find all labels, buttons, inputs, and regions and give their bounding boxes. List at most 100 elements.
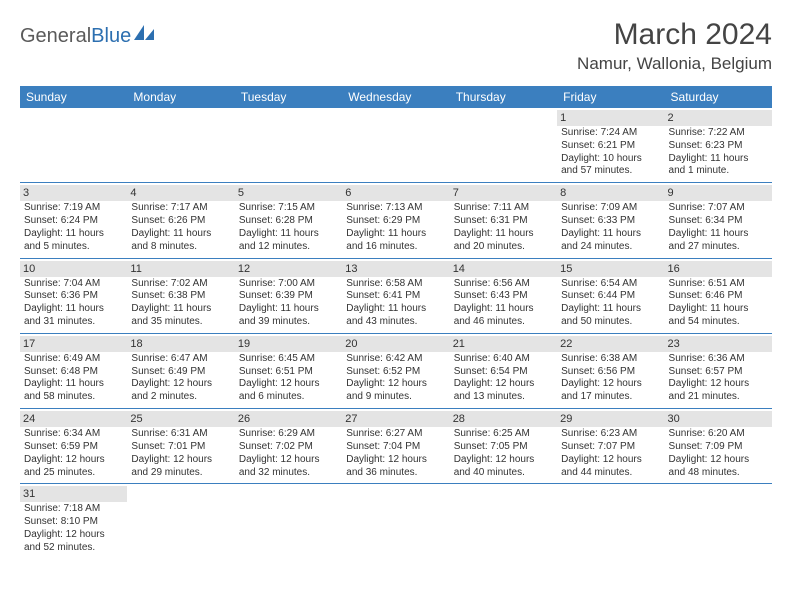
day-dl2: and 31 minutes.: [24, 316, 123, 329]
day-ss: Sunset: 7:02 PM: [239, 441, 338, 454]
day-dl1: Daylight: 11 hours: [24, 378, 123, 391]
day-dl1: Daylight: 10 hours: [561, 153, 660, 166]
day-dl2: and 25 minutes.: [24, 467, 123, 480]
calendar-day-cell: [342, 108, 449, 183]
day-dl2: and 39 minutes.: [239, 316, 338, 329]
calendar-day-cell: [665, 484, 772, 559]
day-ss: Sunset: 6:48 PM: [24, 366, 123, 379]
calendar-day-cell: 29Sunrise: 6:23 AMSunset: 7:07 PMDayligh…: [557, 409, 664, 484]
day-sr: Sunrise: 6:29 AM: [239, 428, 338, 441]
day-dl1: Daylight: 12 hours: [561, 378, 660, 391]
day-ss: Sunset: 6:23 PM: [669, 140, 768, 153]
calendar-day-cell: 24Sunrise: 6:34 AMSunset: 6:59 PMDayligh…: [20, 409, 127, 484]
calendar-day-cell: 9Sunrise: 7:07 AMSunset: 6:34 PMDaylight…: [665, 183, 772, 258]
calendar-day-cell: 2Sunrise: 7:22 AMSunset: 6:23 PMDaylight…: [665, 108, 772, 183]
day-ss: Sunset: 6:54 PM: [454, 366, 553, 379]
day-number: 23: [665, 336, 772, 352]
weekday-header-row: Sunday Monday Tuesday Wednesday Thursday…: [20, 86, 772, 108]
day-dl1: Daylight: 11 hours: [669, 228, 768, 241]
day-dl1: Daylight: 12 hours: [454, 378, 553, 391]
logo-text-blue: Blue: [91, 25, 131, 48]
day-dl2: and 54 minutes.: [669, 316, 768, 329]
day-ss: Sunset: 6:38 PM: [131, 290, 230, 303]
calendar-day-cell: 18Sunrise: 6:47 AMSunset: 6:49 PMDayligh…: [127, 333, 234, 408]
calendar-day-cell: 13Sunrise: 6:58 AMSunset: 6:41 PMDayligh…: [342, 258, 449, 333]
calendar-day-cell: 30Sunrise: 6:20 AMSunset: 7:09 PMDayligh…: [665, 409, 772, 484]
calendar-day-cell: 22Sunrise: 6:38 AMSunset: 6:56 PMDayligh…: [557, 333, 664, 408]
calendar-day-cell: 5Sunrise: 7:15 AMSunset: 6:28 PMDaylight…: [235, 183, 342, 258]
day-dl2: and 32 minutes.: [239, 467, 338, 480]
day-dl1: Daylight: 12 hours: [454, 454, 553, 467]
day-ss: Sunset: 6:51 PM: [239, 366, 338, 379]
day-number: 21: [450, 336, 557, 352]
day-dl1: Daylight: 11 hours: [669, 303, 768, 316]
day-dl1: Daylight: 12 hours: [669, 378, 768, 391]
day-number: 31: [20, 486, 127, 502]
day-sr: Sunrise: 7:04 AM: [24, 278, 123, 291]
day-number: 26: [235, 411, 342, 427]
day-dl1: Daylight: 11 hours: [561, 228, 660, 241]
day-dl1: Daylight: 12 hours: [24, 454, 123, 467]
day-ss: Sunset: 6:31 PM: [454, 215, 553, 228]
day-dl1: Daylight: 11 hours: [24, 228, 123, 241]
calendar-day-cell: 12Sunrise: 7:00 AMSunset: 6:39 PMDayligh…: [235, 258, 342, 333]
day-dl2: and 20 minutes.: [454, 241, 553, 254]
day-dl2: and 12 minutes.: [239, 241, 338, 254]
calendar-week-row: 10Sunrise: 7:04 AMSunset: 6:36 PMDayligh…: [20, 258, 772, 333]
day-sr: Sunrise: 6:51 AM: [669, 278, 768, 291]
calendar-week-row: 3Sunrise: 7:19 AMSunset: 6:24 PMDaylight…: [20, 183, 772, 258]
calendar-day-cell: 23Sunrise: 6:36 AMSunset: 6:57 PMDayligh…: [665, 333, 772, 408]
day-sr: Sunrise: 6:38 AM: [561, 353, 660, 366]
calendar-day-cell: 1Sunrise: 7:24 AMSunset: 6:21 PMDaylight…: [557, 108, 664, 183]
day-ss: Sunset: 7:07 PM: [561, 441, 660, 454]
day-ss: Sunset: 6:33 PM: [561, 215, 660, 228]
day-sr: Sunrise: 7:22 AM: [669, 127, 768, 140]
weekday-header: Tuesday: [235, 86, 342, 108]
day-sr: Sunrise: 6:36 AM: [669, 353, 768, 366]
day-ss: Sunset: 6:41 PM: [346, 290, 445, 303]
day-number: 1: [557, 110, 664, 126]
calendar-day-cell: 20Sunrise: 6:42 AMSunset: 6:52 PMDayligh…: [342, 333, 449, 408]
day-sr: Sunrise: 7:00 AM: [239, 278, 338, 291]
day-sr: Sunrise: 7:02 AM: [131, 278, 230, 291]
day-number: 4: [127, 185, 234, 201]
day-number: 29: [557, 411, 664, 427]
day-number: 24: [20, 411, 127, 427]
day-number: 6: [342, 185, 449, 201]
day-ss: Sunset: 6:26 PM: [131, 215, 230, 228]
calendar-day-cell: [20, 108, 127, 183]
day-dl2: and 24 minutes.: [561, 241, 660, 254]
day-sr: Sunrise: 7:19 AM: [24, 202, 123, 215]
day-sr: Sunrise: 6:56 AM: [454, 278, 553, 291]
day-dl2: and 35 minutes.: [131, 316, 230, 329]
calendar-day-cell: 25Sunrise: 6:31 AMSunset: 7:01 PMDayligh…: [127, 409, 234, 484]
day-sr: Sunrise: 6:27 AM: [346, 428, 445, 441]
day-sr: Sunrise: 7:18 AM: [24, 503, 123, 516]
day-dl2: and 1 minute.: [669, 165, 768, 178]
day-number: 7: [450, 185, 557, 201]
day-ss: Sunset: 6:57 PM: [669, 366, 768, 379]
calendar-day-cell: 15Sunrise: 6:54 AMSunset: 6:44 PMDayligh…: [557, 258, 664, 333]
calendar-day-cell: [127, 108, 234, 183]
day-number: 17: [20, 336, 127, 352]
calendar-day-cell: 11Sunrise: 7:02 AMSunset: 6:38 PMDayligh…: [127, 258, 234, 333]
day-dl1: Daylight: 11 hours: [454, 228, 553, 241]
day-dl1: Daylight: 11 hours: [454, 303, 553, 316]
day-sr: Sunrise: 6:25 AM: [454, 428, 553, 441]
day-dl1: Daylight: 11 hours: [346, 303, 445, 316]
day-ss: Sunset: 6:21 PM: [561, 140, 660, 153]
day-number: 9: [665, 185, 772, 201]
day-number: 28: [450, 411, 557, 427]
calendar-day-cell: 19Sunrise: 6:45 AMSunset: 6:51 PMDayligh…: [235, 333, 342, 408]
day-dl1: Daylight: 12 hours: [239, 378, 338, 391]
day-sr: Sunrise: 7:24 AM: [561, 127, 660, 140]
day-sr: Sunrise: 6:42 AM: [346, 353, 445, 366]
weekday-header: Sunday: [20, 86, 127, 108]
day-sr: Sunrise: 6:20 AM: [669, 428, 768, 441]
weekday-header: Friday: [557, 86, 664, 108]
day-dl1: Daylight: 12 hours: [346, 454, 445, 467]
day-ss: Sunset: 6:28 PM: [239, 215, 338, 228]
day-dl1: Daylight: 11 hours: [239, 303, 338, 316]
day-dl2: and 21 minutes.: [669, 391, 768, 404]
day-dl1: Daylight: 12 hours: [239, 454, 338, 467]
